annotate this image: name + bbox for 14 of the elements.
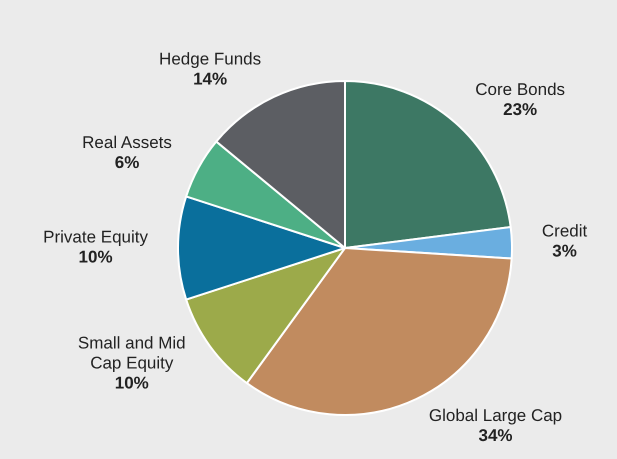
slice-label: Global Large Cap: [428, 406, 562, 425]
data-label: 10%: [114, 373, 149, 392]
data-label: 23%: [503, 100, 538, 119]
slice-label: Real Assets: [82, 132, 172, 152]
slice-label: Core Bonds: [475, 80, 566, 99]
data-label: 10%: [78, 248, 113, 267]
slice-label: Private Equity: [43, 228, 148, 247]
data-label: 3%: [552, 242, 577, 260]
data-label: 34%: [478, 426, 513, 445]
slice-label: Hedge Funds: [159, 49, 262, 68]
data-label: 6%: [114, 152, 140, 172]
slice-label: Small and Mid Cap Equity: [78, 333, 186, 372]
data-label: 14%: [193, 69, 228, 88]
slice-label: Credit: [542, 222, 588, 240]
